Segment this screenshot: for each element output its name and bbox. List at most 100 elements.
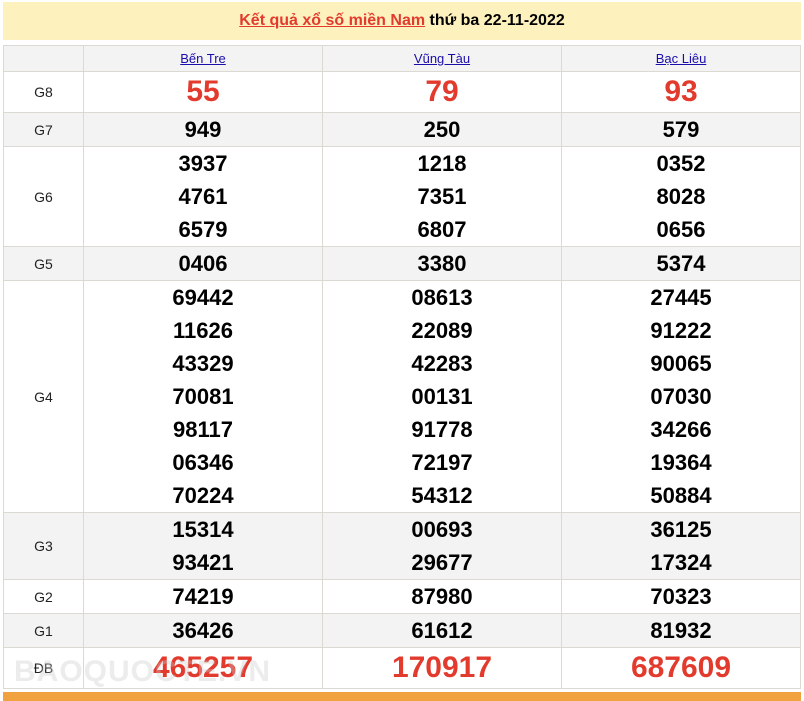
prize-number: 34266: [650, 417, 712, 442]
prize-number: 98117: [173, 417, 233, 442]
prize-number: 91778: [411, 417, 473, 442]
prize-number: 42283: [411, 351, 473, 376]
prize-number: 7351: [417, 184, 467, 209]
prize-number: 72197: [411, 450, 473, 475]
prize-cell: 465257: [83, 647, 323, 689]
prize-row-g8: G8 55 79 93: [3, 71, 801, 113]
prize-row-g7: G7 949 250 579: [3, 112, 801, 147]
prize-number: 00693: [411, 517, 473, 542]
prize-label: G4: [3, 280, 84, 513]
results-title-link[interactable]: Kết quả xổ số miền Nam: [239, 12, 426, 29]
prize-number: 55: [186, 75, 220, 108]
prize-number: 6579: [178, 217, 228, 242]
results-title: Kết quả xổ số miền Nam thứ ba 22-11-2022: [3, 2, 801, 40]
prize-number: 170917: [391, 651, 493, 684]
prize-row-đb: ĐB 465257 170917 687609: [3, 647, 801, 689]
prize-cell: 949: [83, 112, 323, 147]
prize-number: 15314: [172, 517, 234, 542]
prize-cell: 79: [322, 71, 562, 113]
prize-number: 36426: [172, 618, 234, 643]
prize-number: 579: [662, 117, 700, 142]
prize-label: G1: [3, 613, 84, 648]
prize-cell: 3380: [322, 246, 562, 281]
prize-cell: 15314 93421: [83, 512, 323, 580]
prize-cell: 1218 7351 6807: [322, 146, 562, 247]
prize-number: 27445: [650, 285, 712, 310]
prize-cell: 0406: [83, 246, 323, 281]
province-link[interactable]: Vũng Tàu: [413, 51, 471, 66]
prize-label: G2: [3, 579, 84, 614]
prize-number: 43329: [172, 351, 234, 376]
prize-number: 93421: [172, 550, 234, 575]
prize-number: 8028: [656, 184, 706, 209]
prize-number: 250: [423, 117, 461, 142]
prize-number: 90065: [650, 351, 712, 376]
prize-number: 50884: [650, 483, 712, 508]
prize-number: 17324: [650, 550, 712, 575]
prize-number: 29677: [411, 550, 473, 575]
prize-number: 81932: [650, 618, 712, 643]
prize-number: 19364: [650, 450, 712, 475]
prize-cell: 61612: [322, 613, 562, 648]
prize-cell: 55: [83, 71, 323, 113]
prize-cell: 250: [322, 112, 562, 147]
prize-cell: 0352 8028 0656: [561, 146, 801, 247]
prize-number: 74219: [172, 584, 234, 609]
prize-row-g4: G4 69442 11626 43329 70081 98117 06346 70224 086…: [3, 280, 801, 513]
prize-number: 949: [184, 117, 222, 142]
prize-number: 1218: [417, 151, 467, 176]
prize-row-g5: G5 0406 3380 5374: [3, 246, 801, 281]
prize-cell: 70323: [561, 579, 801, 614]
prize-cell: 87980: [322, 579, 562, 614]
prize-number: 00131: [411, 384, 473, 409]
prize-number: 70224: [172, 483, 234, 508]
prize-cell: 36426: [83, 613, 323, 648]
prize-row-g6: G6 3937 4761 6579 1218 7351 6807 0352 8028 0656: [3, 146, 801, 247]
prize-number: 0656: [656, 217, 706, 242]
prize-number: 70323: [650, 584, 712, 609]
prize-cell: 27445 91222 90065 07030 34266 19364 50884: [561, 280, 801, 513]
prize-cell: 93: [561, 71, 801, 113]
prize-number: 54312: [411, 483, 473, 508]
prize-number: 3380: [417, 251, 467, 276]
prize-row-g1: G1 36426 61612 81932: [3, 613, 801, 648]
prize-label: G8: [3, 71, 84, 113]
prize-cell: 170917: [322, 647, 562, 689]
prize-number: 6807: [417, 217, 467, 242]
prize-label: ĐB: [3, 647, 84, 689]
prize-number: 08613: [411, 285, 473, 310]
prize-number: 0406: [178, 251, 228, 276]
prize-number: 22089: [411, 318, 473, 343]
prize-cell: 687609: [561, 647, 801, 689]
prize-number: 69442: [172, 285, 234, 310]
prize-number: 465257: [152, 651, 254, 684]
prize-number: 61612: [411, 618, 473, 643]
prize-label: G6: [3, 146, 84, 247]
prize-label: G3: [3, 512, 84, 580]
header-empty-cell: [3, 45, 84, 72]
prize-number: 3937: [178, 151, 228, 176]
prize-cell: 36125 17324: [561, 512, 801, 580]
province-link[interactable]: Bến Tre: [180, 51, 226, 66]
prize-cell: 3937 4761 6579: [83, 146, 323, 247]
prize-number: 11626: [173, 318, 233, 343]
results-date: thứ ba 22-11-2022: [425, 12, 565, 29]
prize-row-g3: G3 15314 93421 00693 29677 36125 17324: [3, 512, 801, 580]
prize-number: 70081: [172, 384, 234, 409]
prize-cell: 08613 22089 42283 00131 91778 72197 54312: [322, 280, 562, 513]
prize-number: 5374: [656, 251, 706, 276]
prize-cell: 00693 29677: [322, 512, 562, 580]
prize-cell: 5374: [561, 246, 801, 281]
prize-row-g2: G2 74219 87980 70323: [3, 579, 801, 614]
prize-cell: 74219: [83, 579, 323, 614]
prize-number: 06346: [172, 450, 234, 475]
prize-number: 36125: [650, 517, 712, 542]
prize-number: 687609: [630, 651, 732, 684]
prize-label: G7: [3, 112, 84, 147]
results-table: Bến Tre Vũng Tàu Bạc Liêu G8 55 79 93 G7 949 2…: [3, 45, 801, 689]
prize-cell: 81932: [561, 613, 801, 648]
bottom-bar: [3, 692, 801, 701]
prize-number: 0352: [656, 151, 706, 176]
prize-cell: 579: [561, 112, 801, 147]
province-link[interactable]: Bạc Liêu: [655, 51, 707, 66]
